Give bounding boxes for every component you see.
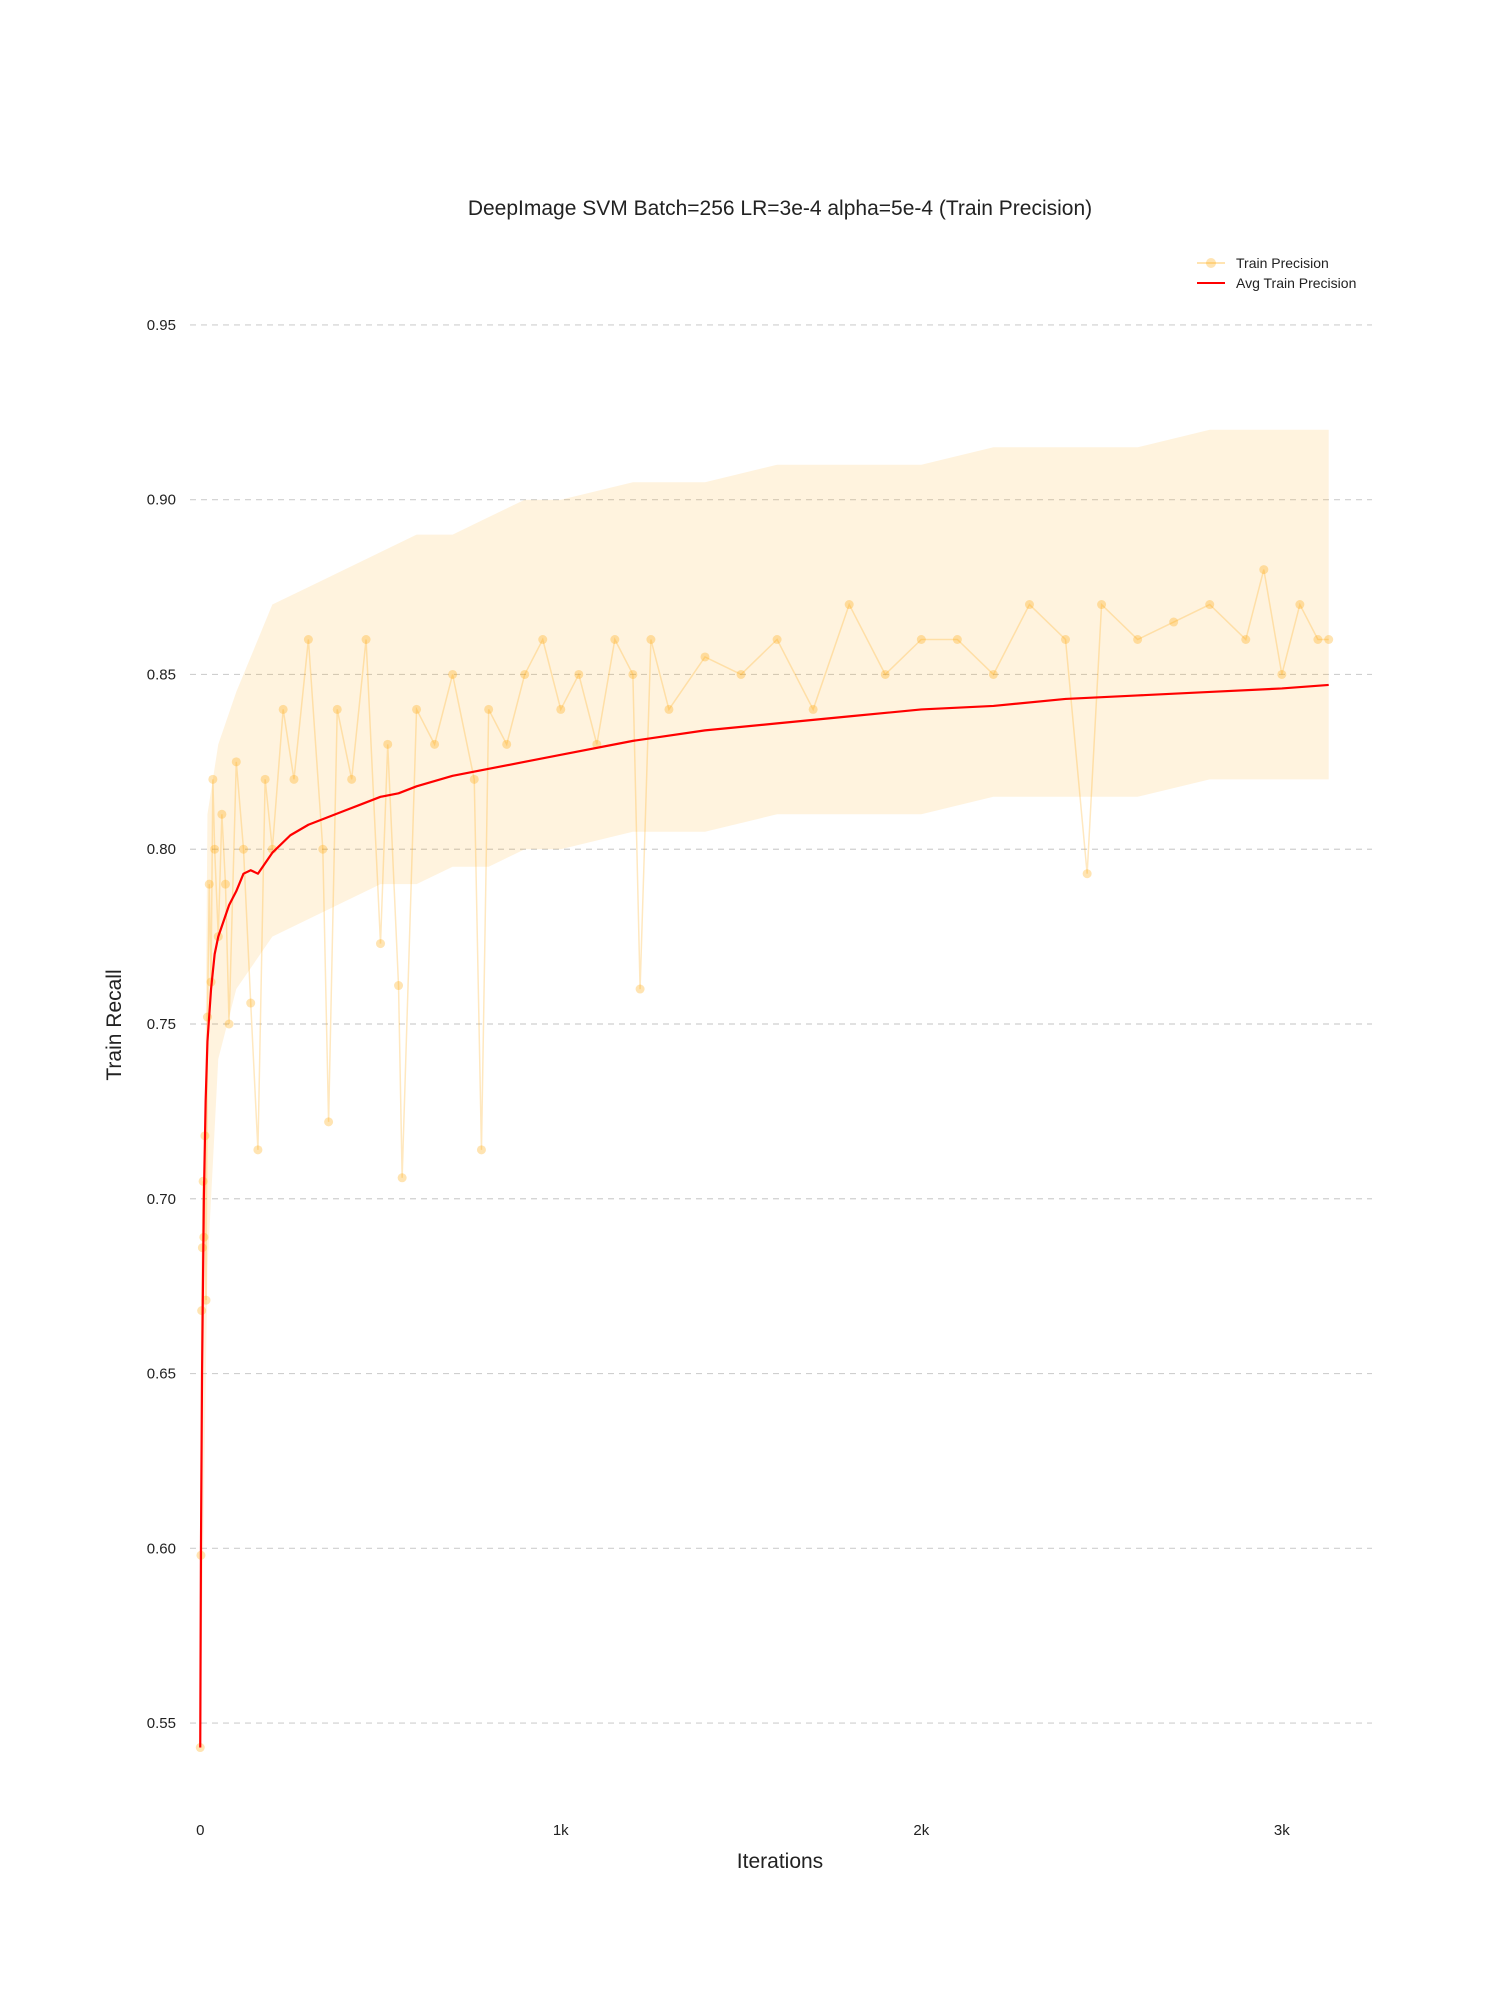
train-precision-point (1205, 600, 1215, 610)
train-precision-point (210, 844, 220, 854)
x-axis-title: Iterations (737, 1850, 823, 1873)
grid-lines (190, 324, 1372, 1724)
y-tick-label: 0.75 (147, 1016, 176, 1033)
train-precision-point (324, 1117, 334, 1127)
train-precision-point (383, 739, 393, 749)
y-tick-label: 0.55 (147, 1715, 176, 1732)
train-precision-point (318, 844, 328, 854)
legend-train-precision-swatch-marker (1206, 258, 1216, 268)
x-axis-ticks: 0 1k 2k 3k (196, 1822, 1290, 1839)
train-precision-point (202, 1012, 212, 1022)
train-precision-point (412, 704, 422, 714)
train-precision-point (231, 757, 241, 767)
legend-item-train-precision[interactable]: Train Precision (1197, 255, 1329, 271)
train-precision-point (520, 669, 530, 679)
train-precision-point (1241, 635, 1251, 645)
train-precision-point (916, 635, 926, 645)
train-precision-point (610, 635, 620, 645)
train-precision-point (1277, 669, 1287, 679)
train-precision-noise-band (200, 429, 1329, 1748)
train-precision-point (208, 774, 218, 784)
train-precision-point (1061, 635, 1071, 645)
train-precision-point (1024, 600, 1034, 610)
train-precision-point (1169, 617, 1179, 627)
train-precision-point (844, 600, 854, 610)
train-precision-point (361, 635, 371, 645)
y-tick-label: 0.80 (147, 841, 176, 858)
train-precision-point (430, 739, 440, 749)
train-precision-point (646, 635, 656, 645)
train-precision-point (224, 1019, 234, 1029)
train-precision-point (556, 704, 566, 714)
train-precision-point (239, 844, 249, 854)
y-tick-label: 0.85 (147, 666, 176, 683)
train-precision-point (278, 704, 288, 714)
train-precision-point (1097, 600, 1107, 610)
train-precision-point (628, 669, 638, 679)
avg-train-precision-line (199, 683, 1329, 1748)
train-precision-point (635, 984, 645, 994)
x-tick-label: 0 (196, 1822, 204, 1839)
train-precision-point (772, 635, 782, 645)
chart-title: DeepImage SVM Batch=256 LR=3e-4 alpha=5e… (468, 197, 1092, 220)
train-precision-point (1313, 635, 1323, 645)
train-precision-point (880, 669, 890, 679)
train-precision-point (1133, 635, 1143, 645)
y-tick-label: 0.70 (147, 1191, 176, 1208)
train-precision-point (217, 809, 227, 819)
y-tick-label: 0.60 (147, 1540, 176, 1557)
train-precision-point (700, 652, 710, 662)
train-precision-point (253, 1145, 263, 1155)
legend: Train Precision Avg Train Precision (1197, 255, 1356, 291)
train-precision-line (199, 569, 1329, 1748)
train-precision-point (332, 704, 342, 714)
x-tick-label: 2k (913, 1822, 929, 1839)
train-precision-point (1082, 869, 1092, 879)
train-precision-point (574, 669, 584, 679)
y-tick-label: 0.90 (147, 492, 176, 509)
train-precision-point (394, 981, 404, 991)
x-tick-label: 3k (1274, 1822, 1290, 1839)
y-axis-title: Train Recall (103, 969, 126, 1080)
avg-train-precision-series (199, 683, 1329, 1748)
train-precision-point (1259, 565, 1269, 575)
train-precision-point (808, 704, 818, 714)
train-precision-point (246, 998, 256, 1008)
train-precision-point (736, 669, 746, 679)
train-precision-point (484, 704, 494, 714)
train-precision-point (347, 774, 357, 784)
y-axis-ticks: 0.55 0.60 0.65 0.70 0.75 0.80 0.85 0.90 0.95 (147, 317, 176, 1732)
train-precision-point (952, 635, 962, 645)
train-precision-point (376, 939, 386, 949)
train-precision-point (988, 669, 998, 679)
legend-avg-train-precision-label: Avg Train Precision (1236, 275, 1356, 291)
train-precision-point (469, 774, 479, 784)
train-precision-point (448, 669, 458, 679)
train-precision-point (260, 774, 270, 784)
train-precision-point (538, 635, 548, 645)
legend-train-precision-label: Train Precision (1236, 255, 1329, 271)
train-precision-point (476, 1145, 486, 1155)
train-precision-point (289, 774, 299, 784)
train-precision-point (220, 879, 230, 889)
x-tick-label: 1k (553, 1822, 569, 1839)
train-precision-point (1324, 635, 1334, 645)
train-precision-point (1295, 600, 1305, 610)
train-precision-point (397, 1173, 407, 1183)
train-precision-point (664, 704, 674, 714)
y-tick-label: 0.65 (147, 1366, 176, 1383)
train-precision-point (303, 635, 313, 645)
legend-item-avg-train-precision[interactable]: Avg Train Precision (1197, 275, 1356, 291)
noise-band-area (200, 429, 1329, 1748)
train-precision-point (502, 739, 512, 749)
y-tick-label: 0.95 (147, 317, 176, 334)
train-precision-point (204, 879, 214, 889)
